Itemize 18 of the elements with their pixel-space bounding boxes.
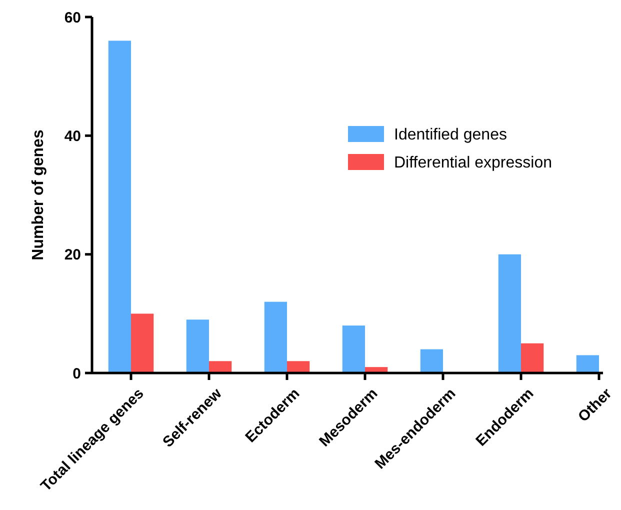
bar [186,320,209,373]
bar [287,361,310,373]
y-tick-label: 40 [64,128,81,145]
bar [108,40,131,373]
bar [209,361,232,373]
bar [264,302,287,373]
bar [131,314,154,373]
bar [342,326,365,373]
legend-label: Differential expression [394,154,552,172]
bar [521,343,544,373]
y-tick-label: 0 [72,365,81,382]
bar [420,349,443,373]
legend-label: Identified genes [394,126,507,144]
bar [498,254,521,373]
y-axis-title: Number of genes [30,130,47,260]
y-tick-label: 60 [64,9,81,26]
y-tick-label: 20 [64,246,81,264]
bar [576,355,599,373]
